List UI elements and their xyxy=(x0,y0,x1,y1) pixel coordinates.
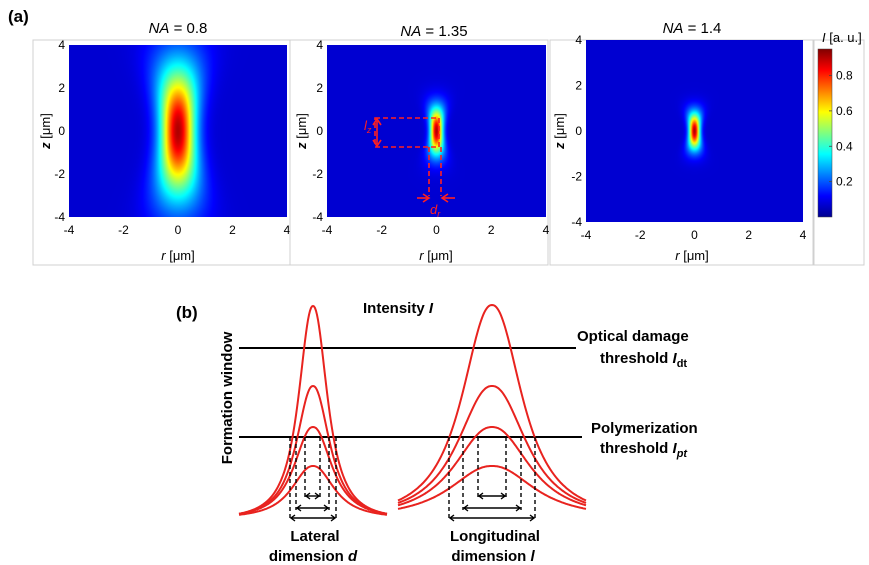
longitudinal-curve-4 xyxy=(397,465,587,510)
lateral-label-line1: Lateral xyxy=(290,528,339,545)
intensity-label: Intensity I xyxy=(363,300,434,317)
tick-label: -4 xyxy=(322,223,333,237)
tick-label: -2 xyxy=(54,167,65,181)
tick-label: 0 xyxy=(175,223,182,237)
gaussian-curves xyxy=(238,303,587,516)
tick-label: 0 xyxy=(691,228,698,242)
tick-label: 2 xyxy=(58,81,65,95)
tick-label: 4 xyxy=(284,223,291,237)
tick-label: 0 xyxy=(58,124,65,138)
tick-label: -4 xyxy=(571,215,582,229)
tick-label: 0 xyxy=(316,124,323,138)
tick-label: -2 xyxy=(312,167,323,181)
tick-label: 4 xyxy=(800,228,807,242)
tick-label: 0.4 xyxy=(836,139,853,153)
tick-label: 2 xyxy=(488,223,495,237)
damage-label-line2: threshold Idt xyxy=(600,350,687,370)
tick-label: 2 xyxy=(316,81,323,95)
subplot-3-ylabel: z [μm] xyxy=(552,113,567,150)
colorbar: I [a. u.] 0.2 0.4 0.6 0.8 xyxy=(813,30,865,266)
lateral-curve-4 xyxy=(238,465,388,516)
tick-label: -4 xyxy=(581,228,592,242)
subplot-1-xlabel: r [μm] xyxy=(161,248,195,263)
lz-label: lz xyxy=(364,118,372,135)
colorbar-label: I [a. u.] xyxy=(822,30,862,45)
subplot-2-xlabel: r [μm] xyxy=(419,248,453,263)
heatmap-na-1.4 xyxy=(586,40,803,222)
tick-label: 4 xyxy=(316,38,323,52)
tick-label: 4 xyxy=(58,38,65,52)
subplot-3-ticks: -4 -2 0 2 4 -4 -2 0 2 4 xyxy=(571,33,806,242)
panel-b-label: (b) xyxy=(176,303,198,322)
subplot-3-title: NA = 1.4 xyxy=(663,20,722,37)
subplot-3: NA = 1.4 -4 -2 0 2 4 -4 -2 0 2 4 r [μm] z [μm] xyxy=(549,20,814,266)
tick-label: 2 xyxy=(575,79,582,93)
formation-window-label: Formation window xyxy=(219,331,236,464)
longitudinal-curve-1 xyxy=(397,303,587,502)
lateral-curve-1 xyxy=(238,304,388,515)
tick-label: 4 xyxy=(575,33,582,47)
tick-label: 2 xyxy=(745,228,752,242)
tick-label: 0 xyxy=(575,124,582,138)
tick-label: 0.6 xyxy=(836,104,853,118)
longitudinal-curve-3 xyxy=(397,426,587,507)
tick-label: -2 xyxy=(635,228,646,242)
dr-label: dr xyxy=(430,202,441,219)
tick-label: 4 xyxy=(543,223,550,237)
tick-label: 0 xyxy=(433,223,440,237)
lateral-curve-3 xyxy=(238,425,388,515)
subplot-1-title: NA = 0.8 xyxy=(149,20,208,37)
tick-label: -2 xyxy=(571,170,582,184)
longitudinal-curve-2 xyxy=(397,385,587,504)
longitudinal-label-line2: dimension l xyxy=(451,548,535,565)
damage-label-line1: Optical damage xyxy=(577,328,689,345)
heatmap-na-0.8 xyxy=(69,45,287,217)
heatmap-na-1.35 xyxy=(327,45,546,217)
subplot-2-title: NA = 1.35 xyxy=(400,23,467,40)
poly-label-line2: threshold Ipt xyxy=(600,440,688,460)
colorbar-ticks: 0.2 0.4 0.6 0.8 xyxy=(829,69,853,189)
subplot-1-ticks: -4 -2 0 2 4 -4 -2 0 2 4 xyxy=(54,38,290,237)
lz-dr-annotation xyxy=(372,117,455,203)
tick-label: -2 xyxy=(118,223,129,237)
tick-label: -4 xyxy=(64,223,75,237)
lateral-curve-2 xyxy=(238,384,388,515)
subplot-3-xlabel: r [μm] xyxy=(675,248,709,263)
dimension-markers xyxy=(289,437,536,522)
subplot-2-ticks: -4 -2 0 2 4 -4 -2 0 2 4 xyxy=(312,38,549,237)
tick-label: -2 xyxy=(376,223,387,237)
tick-label: 0.8 xyxy=(836,69,853,83)
colorbar-gradient xyxy=(817,48,833,218)
tick-label: 2 xyxy=(229,223,236,237)
subplot-1-ylabel: z [μm] xyxy=(38,113,53,150)
panel-a-label: (a) xyxy=(8,7,29,26)
poly-label-line1: Polymerization xyxy=(591,420,698,437)
subplot-1: NA = 0.8 -4 -2 0 2 4 -4 -2 0 2 4 r [μm] z [μm] xyxy=(32,20,291,266)
subplot-2: NA = 1.35 -4 -2 0 2 4 -4 -2 0 2 4 r [μm] z [μm] l… xyxy=(289,23,550,266)
tick-label: 0.2 xyxy=(836,175,853,189)
longitudinal-label-line1: Longitudinal xyxy=(450,528,540,545)
lz-box xyxy=(374,117,440,148)
subplot-2-ylabel: z [μm] xyxy=(294,113,309,150)
tick-label: -4 xyxy=(54,210,65,224)
tick-label: -4 xyxy=(312,210,323,224)
lateral-label-line2: dimension d xyxy=(269,548,358,565)
